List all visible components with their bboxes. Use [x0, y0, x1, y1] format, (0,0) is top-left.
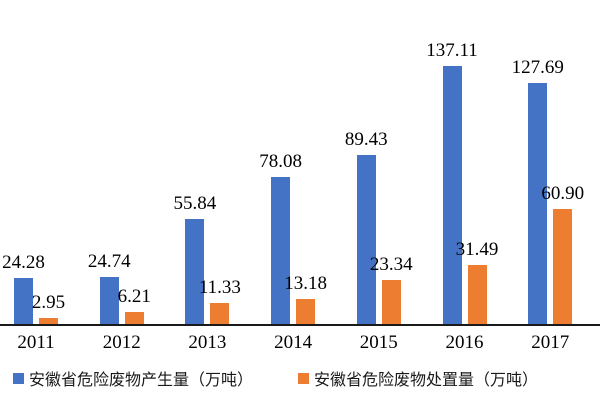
x-axis-label-2016: 2016 — [445, 332, 484, 353]
bar-disposal-2013 — [210, 302, 230, 324]
bar-production-2011 — [14, 278, 33, 324]
legend-swatch-disposal-icon — [298, 372, 309, 384]
x-axis-label-2017: 2017 — [531, 332, 570, 353]
x-axis-label-2013: 2013 — [188, 332, 227, 353]
x-axis-label-2014: 2014 — [274, 332, 313, 353]
bar-production-2012 — [99, 277, 119, 324]
bar-disposal-2014 — [296, 299, 316, 324]
value-label-production-2013: 55.84 — [173, 192, 217, 214]
value-label-production-2014: 78.08 — [259, 150, 302, 172]
bar-disposal-2012 — [124, 312, 144, 324]
bar-production-2017 — [528, 83, 548, 324]
bar-disposal-2011 — [39, 318, 58, 324]
value-label-production-2012: 24.74 — [87, 251, 131, 273]
value-label-production-2011: 24.28 — [2, 252, 45, 274]
legend-item-disposal: 安徽省危险废物处置量（万吨） — [298, 366, 538, 390]
legend-label-disposal: 安徽省危险废物处置量（万吨） — [314, 372, 539, 389]
value-label-production-2015: 89.43 — [344, 129, 388, 151]
x-axis-line — [0, 324, 600, 326]
value-label-disposal-2013: 11.33 — [198, 276, 241, 298]
plot-area: 24.28 2.95 24.74 6.21 55.84 11.33 78.08 13.18 89… — [2, 39, 585, 324]
x-axis-label-2011: 2011 — [17, 332, 55, 353]
x-axis-label-2015: 2015 — [359, 332, 398, 353]
value-label-disposal-2016: 31.49 — [455, 238, 499, 260]
value-label-production-2016: 137.11 — [426, 39, 478, 61]
value-label-disposal-2015: 23.34 — [369, 254, 413, 275]
legend-label-production: 安徽省危险废物产生量（万吨） — [29, 372, 254, 389]
bar-production-2013 — [185, 218, 205, 324]
bar-production-2015 — [356, 155, 376, 324]
value-label-production-2017: 127.69 — [511, 57, 564, 79]
bar-production-2014 — [271, 176, 291, 324]
value-label-disposal-2011: 2.95 — [31, 292, 66, 314]
value-label-disposal-2017: 60.90 — [541, 183, 585, 205]
bar-disposal-2015 — [381, 280, 401, 324]
value-label-disposal-2014: 13.18 — [284, 273, 327, 295]
x-axis-label-2012: 2012 — [102, 332, 141, 353]
bar-disposal-2016 — [467, 264, 487, 324]
legend-item-production: 安徽省危险废物产生量（万吨） — [13, 366, 253, 390]
bar-production-2016 — [442, 65, 462, 324]
bar-disposal-2017 — [553, 209, 573, 324]
legend-swatch-production-icon — [13, 372, 24, 384]
value-label-disposal-2012: 6.21 — [117, 286, 151, 308]
